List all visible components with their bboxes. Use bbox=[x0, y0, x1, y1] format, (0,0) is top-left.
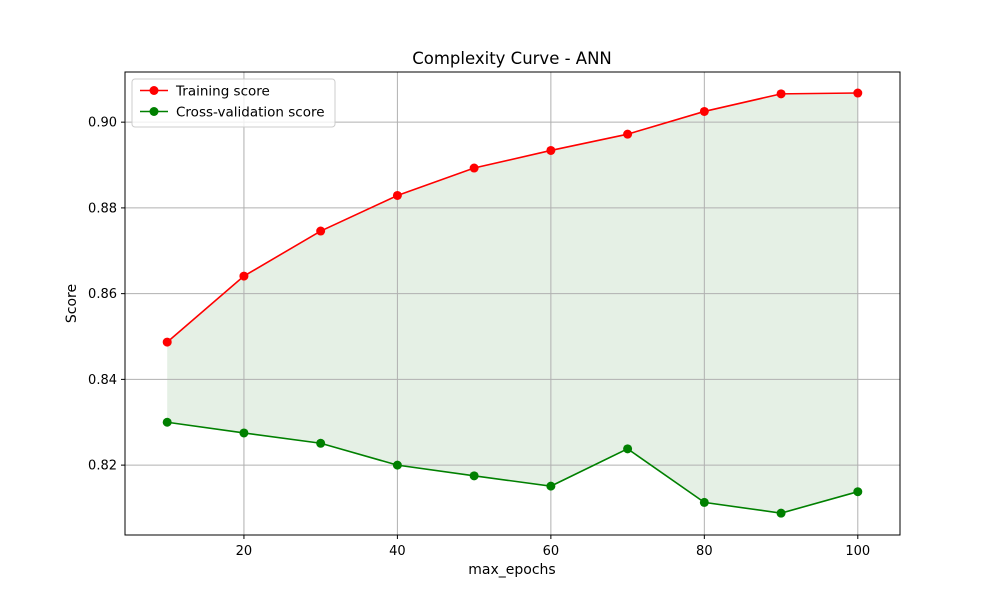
y-axis-label: Score bbox=[64, 284, 80, 323]
cross-validation-score-point bbox=[392, 460, 402, 470]
y-tick-label: 0.84 bbox=[88, 373, 117, 388]
cross-validation-score-point bbox=[776, 508, 786, 518]
training-score-point bbox=[699, 106, 709, 116]
training-score-point bbox=[316, 226, 326, 236]
training-score-point bbox=[162, 337, 172, 347]
training-score-point bbox=[239, 271, 249, 281]
series-lines bbox=[166, 92, 859, 514]
x-tick-label: 20 bbox=[236, 544, 253, 559]
y-tick-label: 0.88 bbox=[88, 201, 117, 216]
training-score-point bbox=[469, 163, 479, 173]
legend-marker-training bbox=[149, 86, 159, 95]
cross-validation-score-point bbox=[853, 487, 863, 497]
training-score-line bbox=[166, 92, 858, 343]
cross-validation-score-line bbox=[167, 421, 859, 514]
training-score-point bbox=[392, 190, 402, 200]
training-score-point bbox=[776, 89, 786, 99]
x-tick-label: 40 bbox=[389, 544, 406, 559]
legend: Training score Cross-validation score bbox=[131, 78, 336, 128]
series-markers bbox=[162, 88, 863, 518]
cross-validation-score-point bbox=[316, 438, 326, 448]
x-axis-label: max_epochs bbox=[468, 562, 555, 578]
cross-validation-score-point bbox=[162, 417, 172, 427]
x-tick-label: 80 bbox=[696, 544, 713, 559]
cross-validation-score-point bbox=[239, 428, 249, 438]
legend-label-cross-validation: Cross-validation score bbox=[176, 105, 325, 121]
fill-between-band bbox=[167, 93, 858, 514]
x-tick-label: 60 bbox=[543, 544, 560, 559]
fill-between-area bbox=[167, 93, 858, 514]
legend-label-training: Training score bbox=[175, 84, 270, 100]
x-tick-label: 100 bbox=[845, 544, 870, 559]
axis-ticks: 20 40 60 80 100 0.82 0.84 0.86 0.88 0.90 bbox=[88, 116, 870, 559]
cross-validation-score-point bbox=[623, 444, 633, 454]
cross-validation-score-point bbox=[699, 497, 709, 507]
y-tick-label: 0.82 bbox=[88, 459, 117, 474]
training-score-point bbox=[853, 88, 863, 98]
training-score-point bbox=[623, 129, 633, 139]
y-tick-label: 0.86 bbox=[88, 287, 117, 302]
plot-frame bbox=[124, 71, 901, 536]
legend-box bbox=[131, 78, 336, 128]
cross-validation-score-point bbox=[469, 471, 479, 481]
cross-validation-score-point bbox=[546, 481, 556, 491]
training-score-point bbox=[546, 145, 556, 155]
y-tick-label: 0.90 bbox=[88, 116, 117, 131]
chart-title: Complexity Curve - ANN bbox=[412, 49, 612, 68]
legend-marker-cross-validation bbox=[149, 107, 159, 116]
